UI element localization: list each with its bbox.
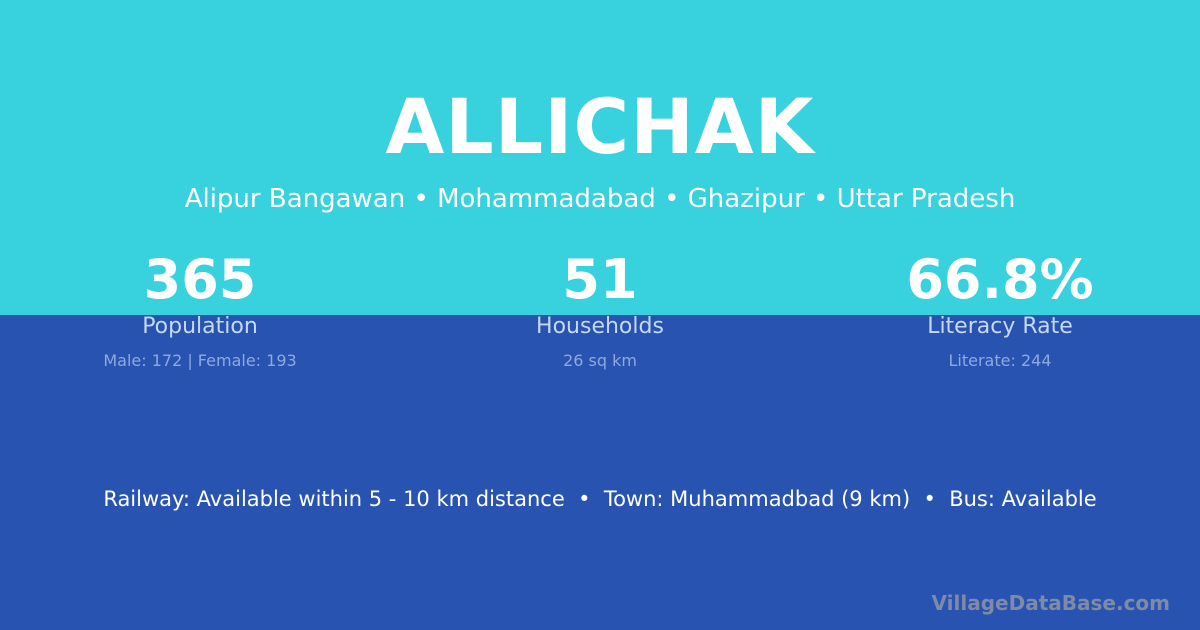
stat-value: 66.8% (906, 248, 1094, 311)
stat-households: 51 Households 26 sq km (400, 248, 800, 370)
village-title: ALLICHAK (385, 82, 815, 171)
brand-watermark: VillageDataBase.com (931, 591, 1170, 615)
stat-literacy: 66.8% Literacy Rate Literate: 244 (800, 248, 1200, 370)
stat-label: Literacy Rate (927, 314, 1073, 339)
stat-value: 51 (562, 248, 638, 311)
stat-population: 365 Population Male: 172 | Female: 193 (0, 248, 400, 370)
stat-detail: Literate: 244 (948, 351, 1052, 370)
header-band (0, 0, 1200, 315)
connectivity-info: Railway: Available within 5 - 10 km dist… (103, 487, 1097, 511)
stat-value: 365 (143, 248, 257, 311)
stat-label: Households (536, 314, 664, 339)
stat-label: Population (142, 314, 258, 339)
location-breadcrumb: Alipur Bangawan • Mohammadabad • Ghazipu… (184, 184, 1016, 214)
stat-detail: Male: 172 | Female: 193 (103, 351, 297, 370)
stat-detail: 26 sq km (563, 351, 637, 370)
